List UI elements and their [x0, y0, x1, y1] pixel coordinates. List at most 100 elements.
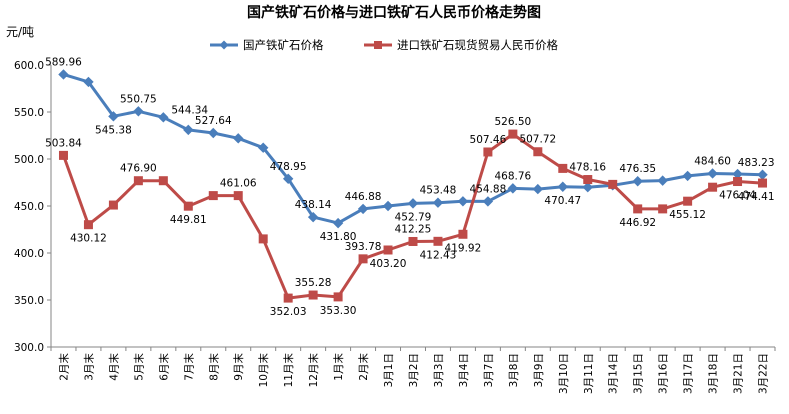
series-2-point [133, 176, 143, 186]
series-2-point [183, 201, 193, 211]
legend-label-2: 进口铁矿石现货贸易人民币价格 [397, 38, 558, 52]
series-2-point [108, 200, 118, 210]
data-label-series-2: 455.12 [669, 209, 706, 221]
series-1-point [532, 183, 544, 195]
data-label-series-2: 412.43 [420, 249, 457, 261]
y-axis-unit: 元/吨 [6, 25, 34, 39]
data-label-series-1: 544.34 [171, 104, 208, 116]
x-tick-label: 3月7日 [483, 353, 495, 387]
series-1-point [282, 173, 294, 184]
x-tick-label: 3月21日 [733, 353, 745, 394]
series-1-point [432, 197, 444, 208]
data-label-series-2: 474.41 [738, 191, 775, 203]
data-label-series-2: 352.03 [270, 306, 307, 318]
data-label-series-2: 476.90 [120, 163, 157, 175]
x-tick-label: 3月末 [82, 353, 95, 381]
x-tick-label: 7月末 [182, 353, 195, 381]
series-1-point [382, 200, 394, 212]
series-1-point [108, 111, 119, 122]
data-label-series-2: 526.50 [494, 116, 531, 128]
series-layer [58, 69, 768, 303]
series-2-point [258, 234, 268, 244]
x-tick-label: 4月末 [107, 353, 120, 381]
data-label-series-1: 453.48 [420, 185, 457, 197]
x-tick-label: 3月3日 [433, 353, 445, 387]
series-1-point [208, 127, 219, 139]
x-tick-label: 8月末 [207, 353, 220, 381]
data-label-series-1: 589.96 [45, 56, 82, 68]
series-1-point [657, 175, 668, 186]
series-1-point [158, 112, 169, 123]
series-1-point [183, 124, 194, 136]
series-2-point [358, 254, 368, 264]
series-1-point [133, 106, 144, 117]
series-1-point [682, 170, 693, 182]
data-label-series-2: 403.20 [370, 258, 407, 270]
data-label-series-2: 507.72 [519, 134, 556, 146]
y-tick-label: 400.0 [14, 248, 44, 260]
data-label-series-1: 484.60 [694, 155, 731, 167]
series-2-point [283, 293, 293, 303]
data-label-series-2: 446.92 [619, 217, 656, 229]
series-2-point [508, 129, 518, 139]
data-label-series-1: 550.75 [120, 93, 157, 105]
series-2-point [533, 147, 543, 157]
series-1-point [582, 181, 593, 193]
series-1-point [307, 211, 319, 223]
x-tick-label: 2月末 [57, 353, 70, 381]
legend: 国产铁矿石价格 进口铁矿石现货贸易人民币价格 [210, 38, 558, 52]
series-1-point [407, 198, 419, 209]
x-tick-label: 3月16日 [658, 353, 670, 394]
data-label-series-2: 419.92 [445, 242, 482, 254]
x-tick-label: 3月15日 [633, 353, 645, 394]
series-2-point [58, 150, 68, 160]
series-2-point [658, 204, 668, 214]
x-tick-label: 5月末 [132, 353, 145, 381]
data-label-series-2: 412.25 [395, 223, 432, 235]
y-tick-label: 350.0 [14, 295, 44, 307]
data-label-series-1: 431.80 [320, 231, 357, 243]
series-1-point [482, 196, 494, 207]
series-1-point [257, 142, 269, 153]
y-tick-label: 450.0 [14, 201, 44, 213]
data-label-series-1: 545.38 [95, 124, 132, 136]
axes: 300.0 350.0 400.0 450.0 500.0 550.0 600.0 2月末 3月… [14, 60, 776, 394]
x-tick-label: 3月2日 [408, 353, 420, 387]
x-tick-label: 1月末 [332, 353, 345, 381]
series-2-point [233, 191, 243, 201]
x-tick-label: 3月8日 [508, 353, 520, 387]
data-label-series-1: 476.35 [619, 163, 656, 175]
data-label-series-2: 476.04 [719, 190, 756, 202]
series-2-point [683, 196, 693, 206]
x-tick-label: 3月18日 [708, 353, 720, 394]
series-2-point [558, 163, 568, 173]
series-1-point [707, 168, 718, 179]
data-label-series-1: 454.88 [470, 183, 507, 195]
x-tick-label: 11月末 [282, 353, 295, 388]
series-2-point [383, 245, 393, 255]
series-1-point [632, 176, 643, 187]
data-label-series-2: 449.81 [170, 214, 207, 226]
data-label-series-2: 353.30 [320, 305, 357, 317]
x-tick-label: 3月4日 [458, 353, 470, 387]
series-2-point [333, 292, 343, 302]
series-1-point [332, 217, 344, 229]
x-tick-label: 6月末 [157, 353, 170, 381]
series-1-point [357, 203, 369, 215]
series-2-point [158, 176, 168, 186]
data-label-series-2: 355.28 [295, 277, 332, 289]
data-label-series-1: 527.64 [195, 115, 232, 127]
series-1-point [58, 69, 69, 80]
x-tick-label: 3月22日 [758, 353, 770, 394]
x-tick-label: 2月末 [357, 353, 370, 381]
series-1-point [233, 133, 244, 144]
data-label-series-2: 503.84 [45, 137, 82, 149]
series-2-point [608, 179, 618, 189]
data-label-series-1: 468.76 [494, 170, 531, 182]
series-2-point [83, 220, 93, 230]
data-label-series-2: 507.46 [470, 134, 507, 146]
data-label-series-2: 430.12 [70, 233, 107, 245]
x-tick-label: 9月末 [232, 353, 245, 381]
series-1-point [457, 196, 469, 207]
